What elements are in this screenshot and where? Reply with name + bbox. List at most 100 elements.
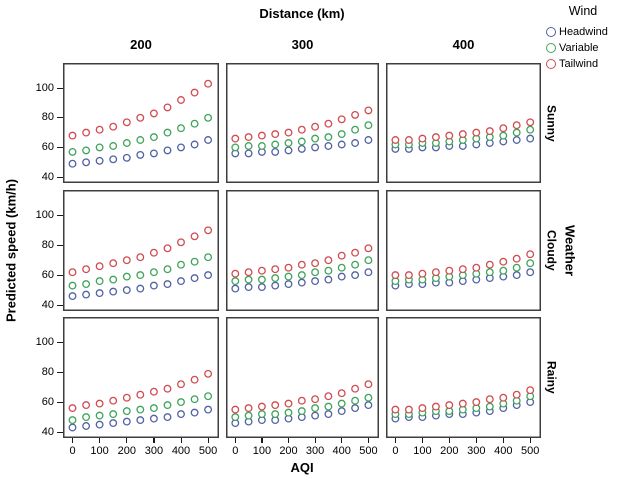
data-point — [244, 283, 253, 292]
data-point — [404, 136, 413, 144]
facet-panel-sunny-400 — [386, 63, 541, 183]
data-point — [337, 251, 346, 260]
data-point — [431, 268, 440, 277]
data-point — [177, 380, 185, 389]
y-tick-mark — [57, 244, 63, 246]
x-tick-mark — [153, 438, 155, 443]
data-point — [337, 389, 346, 398]
data-point — [68, 131, 77, 140]
data-point — [364, 393, 373, 402]
y-tick-mark — [57, 87, 63, 89]
data-point — [109, 155, 118, 164]
data-point — [136, 416, 145, 425]
data-point — [163, 265, 172, 274]
data-point — [257, 131, 266, 140]
data-point — [364, 244, 373, 253]
data-point — [95, 289, 104, 298]
data-point — [149, 387, 158, 396]
data-point — [364, 256, 373, 265]
facet-panel-rainy-300 — [226, 317, 379, 438]
row-dimension-title: Weather — [562, 224, 578, 277]
headwind-marker-icon — [546, 27, 556, 37]
data-point — [485, 268, 494, 277]
data-point — [499, 393, 508, 402]
data-point — [351, 125, 360, 134]
data-point — [190, 395, 199, 404]
data-point — [82, 290, 91, 299]
data-point — [297, 271, 306, 280]
data-point — [526, 250, 535, 259]
data-point — [311, 134, 320, 143]
row-label-sunny: Sunny — [544, 104, 559, 142]
data-point — [284, 128, 293, 137]
y-tick-label: 100 — [35, 335, 54, 348]
data-point — [284, 146, 293, 155]
data-point — [204, 113, 213, 122]
data-point — [485, 395, 494, 404]
data-point — [204, 369, 213, 378]
data-point — [82, 158, 91, 167]
data-point — [190, 274, 199, 283]
facet-panel-cloudy-200 — [63, 190, 219, 311]
x-tick-label: 200 — [117, 445, 136, 457]
data-point — [311, 259, 320, 268]
data-point — [109, 275, 118, 284]
data-point — [177, 143, 185, 152]
data-point — [122, 272, 131, 281]
data-point — [271, 401, 280, 410]
x-tick-label: 400 — [332, 445, 351, 457]
data-point — [284, 263, 293, 272]
data-point — [324, 133, 333, 142]
data-point — [324, 275, 333, 284]
y-tick-label: 100 — [35, 81, 54, 94]
data-point — [297, 260, 306, 269]
data-point — [190, 88, 199, 97]
y-tick-label: 80 — [41, 238, 54, 251]
data-point — [337, 272, 346, 281]
x-tick-label: 100 — [252, 445, 272, 457]
x-tick-mark — [314, 438, 316, 443]
data-point — [149, 109, 158, 118]
facet-panel-rainy-400 — [386, 317, 541, 438]
data-point — [204, 405, 213, 414]
data-point — [163, 128, 172, 137]
data-point — [68, 423, 77, 432]
data-point — [177, 260, 185, 269]
data-point — [364, 380, 373, 389]
x-tick-label: 300 — [305, 445, 325, 457]
data-point — [391, 405, 400, 414]
data-point — [190, 257, 199, 266]
data-point — [190, 232, 199, 241]
data-point — [149, 133, 158, 142]
data-point — [404, 271, 413, 280]
data-point — [271, 265, 280, 274]
x-tick-label: 300 — [467, 445, 486, 457]
data-point — [149, 414, 158, 423]
data-point — [311, 143, 320, 152]
data-point — [364, 136, 373, 144]
data-point — [337, 115, 346, 124]
data-point — [177, 398, 185, 407]
data-point — [257, 266, 266, 275]
data-point — [257, 275, 266, 284]
column-label-400: 400 — [452, 37, 475, 52]
column-dimension-title: Distance (km) — [259, 6, 345, 21]
x-tick-label: 0 — [232, 445, 239, 457]
data-point — [82, 128, 91, 137]
x-tick-label: 400 — [171, 445, 191, 457]
data-point — [231, 284, 240, 293]
data-point — [431, 133, 440, 142]
y-tick-mark — [57, 274, 63, 276]
data-point — [231, 269, 240, 278]
data-point — [351, 139, 360, 147]
data-point — [149, 149, 158, 158]
x-tick-mark — [234, 438, 236, 443]
data-point — [324, 142, 333, 150]
data-point — [257, 402, 266, 411]
data-point — [271, 410, 280, 419]
data-point — [163, 280, 172, 289]
data-point — [499, 131, 508, 140]
data-point — [109, 287, 118, 296]
x-tick-label: 200 — [279, 445, 298, 457]
